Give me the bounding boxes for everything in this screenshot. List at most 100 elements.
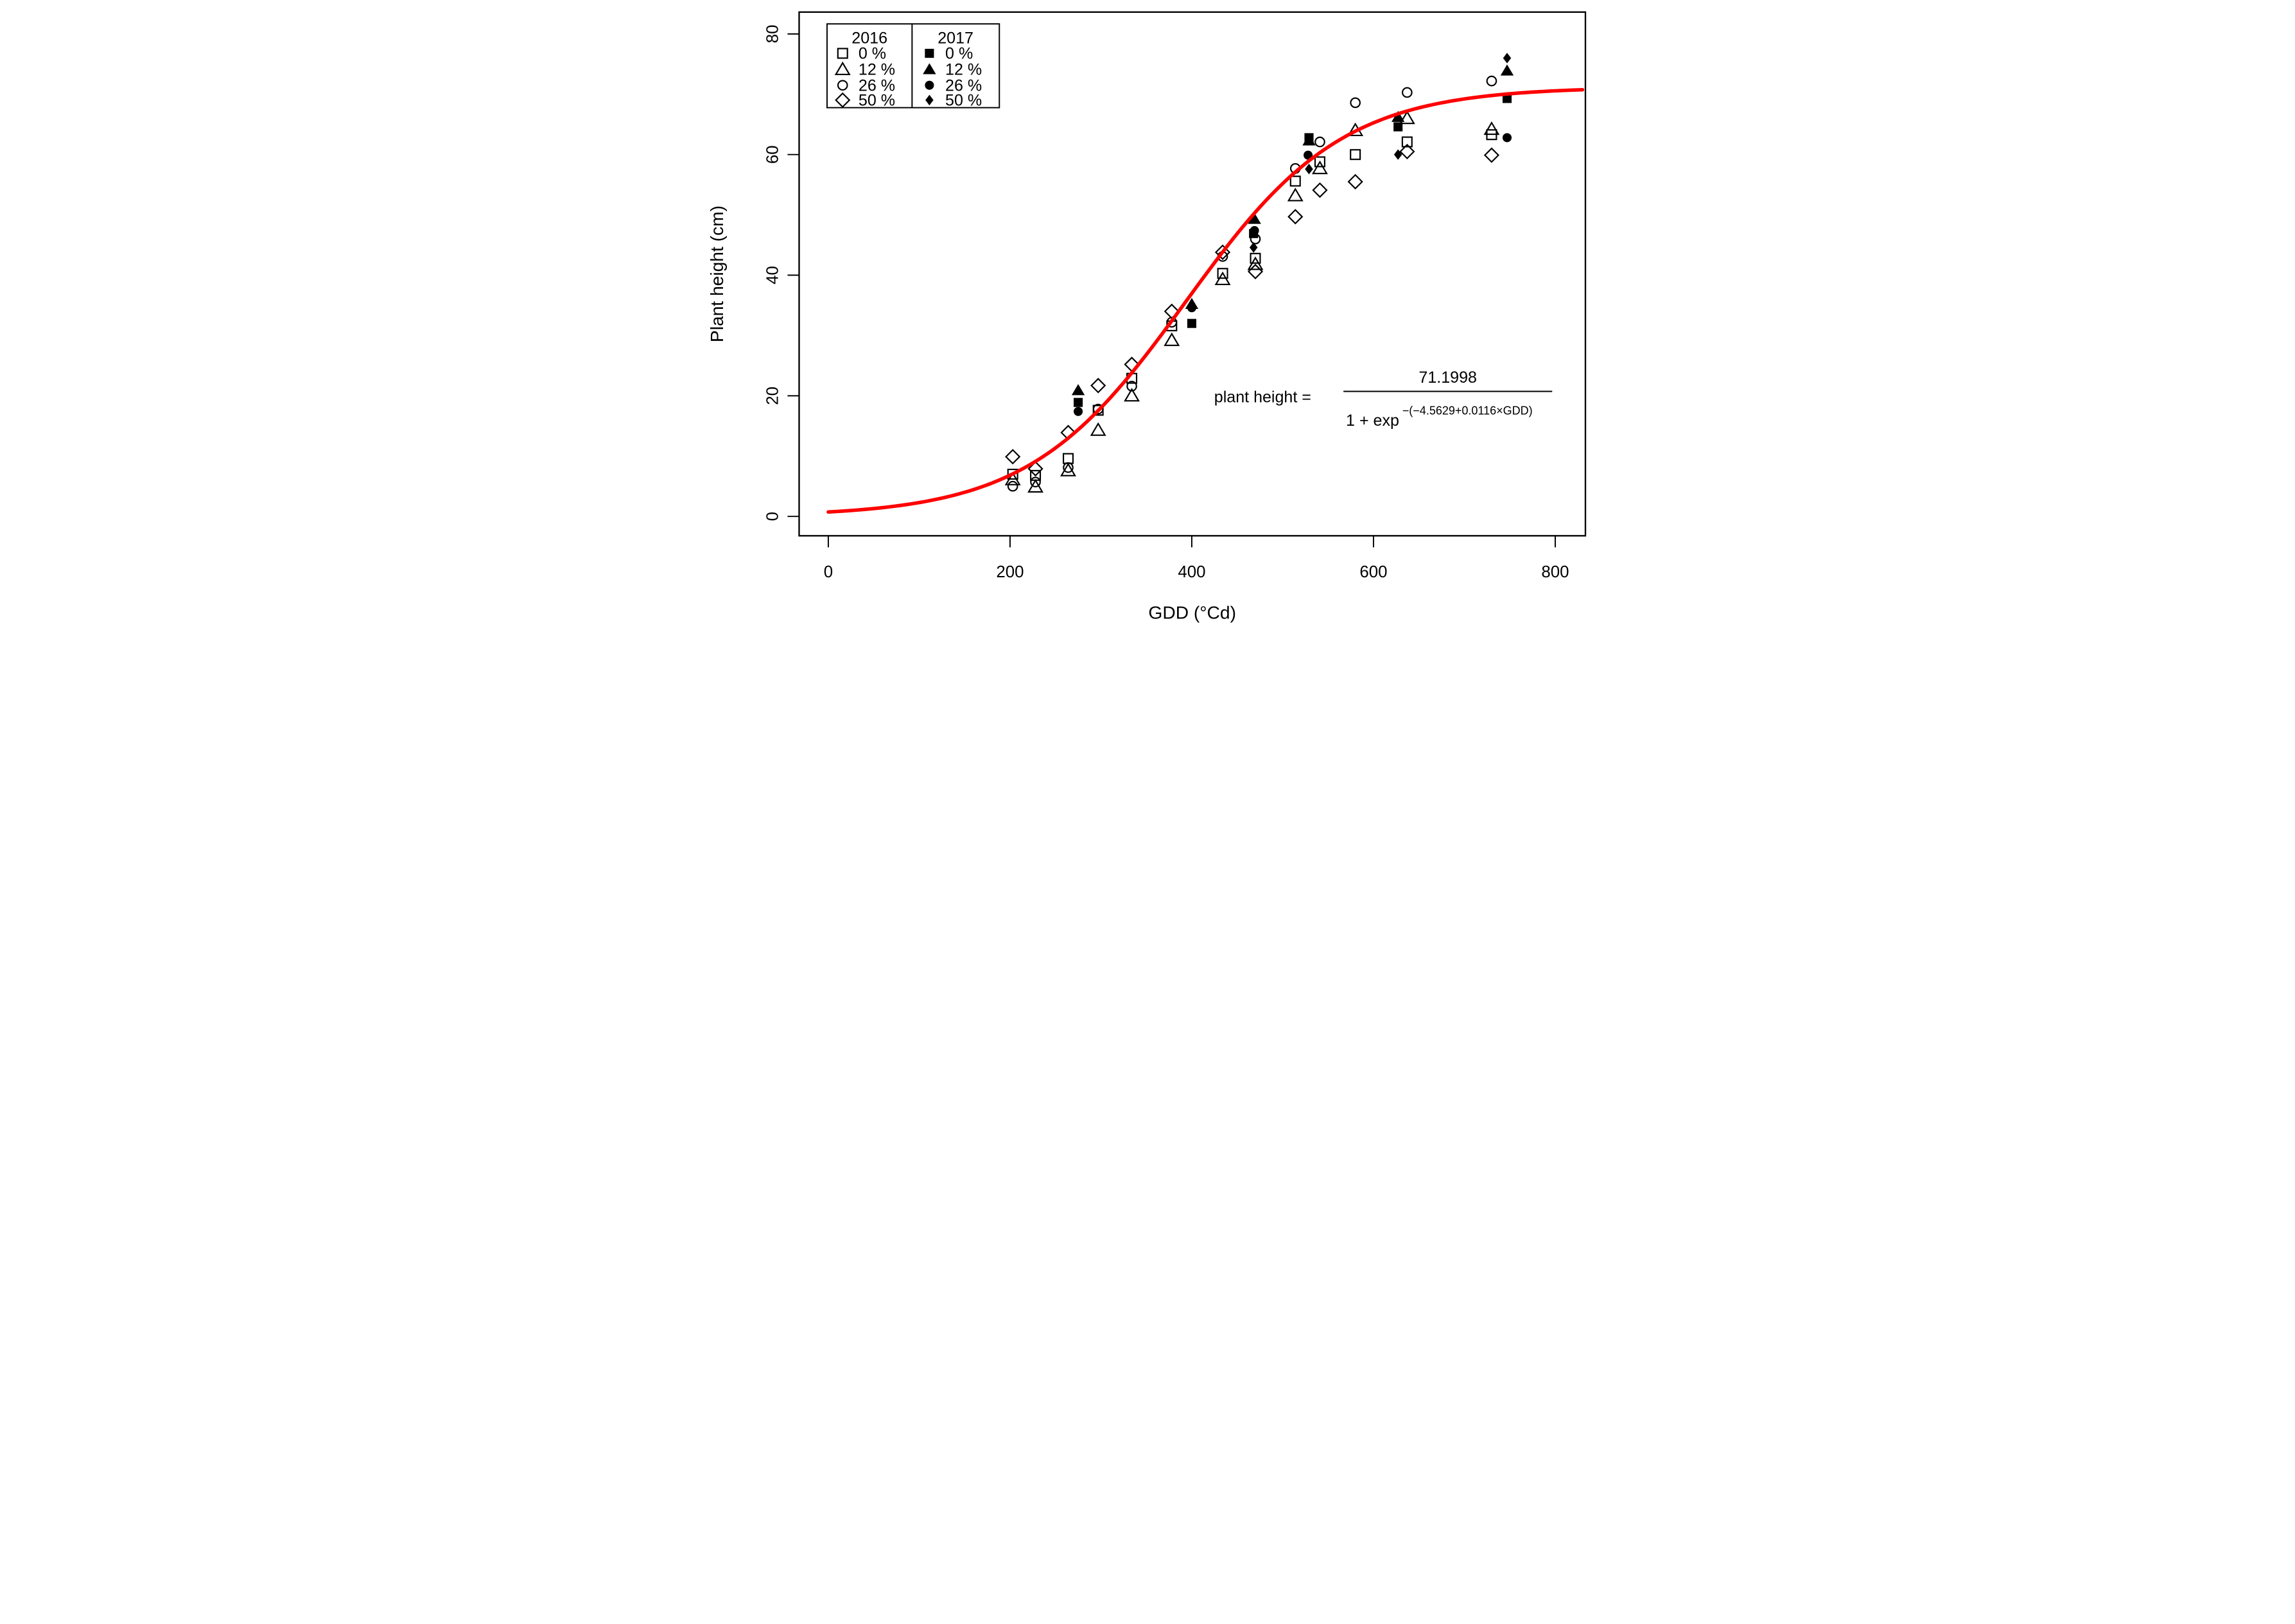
diamond-open-marker [1287, 209, 1304, 225]
plant-height-gdd-chart: 0 200 400 600 800 0 20 40 60 80 Plant height (cm)… [698, 0, 1597, 636]
diamond-filled-marker [1305, 164, 1313, 175]
equation-denominator-exponent: −(−4.5629+0.0116×GDD) [1402, 405, 1533, 417]
square-open-marker [1401, 136, 1413, 148]
triangle-open-marker [1090, 422, 1106, 436]
triangle-filled-marker [1071, 384, 1085, 396]
legend-title-2017: 2017 [938, 29, 973, 47]
diamond-open-marker [1214, 244, 1231, 260]
legend-label-2017-0pct: 0 % [945, 45, 973, 63]
legend-marker-open-square-icon [837, 48, 848, 59]
square-filled-marker [1187, 319, 1196, 328]
y-tick-label: 80 [764, 25, 782, 44]
diamond-open-marker [1399, 143, 1415, 160]
triangle-filled-marker [1391, 110, 1405, 122]
legend-label-2017-50pct: 50 % [945, 92, 982, 110]
circle-open-marker [1126, 381, 1137, 392]
triangle-open-marker [834, 61, 851, 76]
y-tick-label: 40 [764, 266, 782, 284]
legend-label-2017-26pct: 26 % [945, 76, 982, 94]
triangle-filled-marker [1248, 213, 1261, 224]
legend-marker-filled-circle-icon [925, 80, 934, 90]
diamond-filled-marker [1393, 149, 1402, 160]
triangle-filled-marker [923, 63, 936, 74]
figure-container: 0 200 400 600 800 0 20 40 60 80 Plant height (cm)… [698, 0, 1597, 636]
square-open-marker [1314, 156, 1325, 168]
y-axis-label: Plant height (cm) [706, 205, 727, 342]
circle-filled-marker [1074, 406, 1083, 416]
legend-label-2016-26pct: 26 % [859, 76, 895, 94]
triangle-filled-marker [1302, 134, 1316, 146]
square-open-marker [1289, 175, 1301, 187]
x-tick-label: 0 [824, 563, 833, 581]
circle-open-marker [1063, 462, 1074, 473]
x-tick-label: 200 [996, 563, 1024, 581]
fitted-logistic-curve [826, 87, 1585, 514]
legend-marker-filled-diamond-icon [925, 94, 934, 106]
diamond-open-marker [1247, 263, 1264, 279]
diamond-open-marker [1483, 147, 1500, 163]
square-open-marker [1217, 268, 1228, 279]
x-tick-label: 400 [1178, 563, 1205, 581]
x-tick-label: 600 [1359, 563, 1387, 581]
logistic-fit-line [826, 87, 1585, 514]
square-open-marker [837, 48, 848, 59]
circle-open-marker [1486, 75, 1497, 87]
series-2017-50% [1249, 53, 1512, 253]
circle-filled-marker [1250, 225, 1259, 236]
plot-frame [798, 11, 1587, 537]
circle-filled-marker [925, 80, 934, 90]
series-2017-26% [1074, 133, 1512, 416]
square-open-marker [1250, 252, 1261, 264]
circle-open-marker [1030, 476, 1041, 487]
triangle-open-marker [1214, 271, 1231, 286]
legend-label-2016-0pct: 0 % [859, 45, 886, 63]
diamond-open-marker [1005, 449, 1021, 465]
square-filled-marker [925, 48, 934, 58]
circle-open-marker [1350, 97, 1361, 109]
legend: 2016 2017 0 % 12 % 26 % 50 % 0 % 12 % 26… [826, 23, 1000, 110]
triangle-open-marker [1399, 110, 1415, 125]
diamond-open-marker [1027, 460, 1043, 477]
x-tick-label: 800 [1541, 563, 1569, 581]
diamond-filled-marker [925, 94, 934, 106]
x-axis-label: GDD (°Cd) [1148, 602, 1236, 623]
legend-marker-open-triangle-icon [834, 61, 851, 76]
series-2016-26% [1007, 75, 1497, 492]
legend-marker-open-diamond-icon [835, 92, 851, 109]
circle-filled-marker [1502, 133, 1512, 143]
circle-filled-marker [1304, 150, 1313, 160]
y-tick-label: 0 [764, 512, 782, 521]
diamond-open-marker [1090, 378, 1106, 394]
legend-border [826, 23, 1000, 109]
triangle-open-marker [1483, 121, 1500, 135]
circle-open-marker [1314, 136, 1325, 148]
triangle-open-marker [1312, 160, 1328, 175]
square-open-marker [1007, 468, 1018, 480]
legend-marker-filled-square-icon [925, 48, 934, 58]
square-filled-marker [1074, 397, 1083, 407]
square-open-marker [1062, 453, 1074, 464]
diamond-filled-marker [1503, 53, 1512, 64]
legend-marker-open-circle-icon [837, 80, 848, 91]
triangle-open-marker [1287, 188, 1304, 202]
square-filled-marker [1393, 122, 1403, 132]
square-open-marker [1350, 149, 1361, 161]
legend-label-2016-50pct: 50 % [859, 92, 895, 110]
series-2017-0% [1074, 94, 1512, 407]
triangle-open-marker [1124, 388, 1140, 402]
y-tick-label: 20 [764, 387, 782, 405]
diamond-open-marker [1312, 182, 1328, 198]
equation-denominator-base: 1 + exp [1346, 412, 1399, 430]
circle-open-marker [1401, 87, 1413, 98]
circle-open-marker [1007, 480, 1018, 492]
model-equation: plant height = 71.1998 1 + exp −(−4.5629… [1214, 369, 1553, 430]
equation-lhs: plant height = [1214, 389, 1311, 406]
legend-label-2016-12pct: 12 % [859, 61, 895, 79]
equation-numerator: 71.1998 [1418, 369, 1477, 387]
square-filled-marker [1502, 94, 1512, 103]
axis-ticks: 0 200 400 600 800 0 20 40 60 80 [764, 25, 1569, 581]
legend-marker-filled-triangle-icon [923, 63, 936, 74]
legend-label-2017-12pct: 12 % [945, 61, 982, 79]
diamond-open-marker [835, 92, 851, 109]
y-tick-label: 60 [764, 145, 782, 164]
